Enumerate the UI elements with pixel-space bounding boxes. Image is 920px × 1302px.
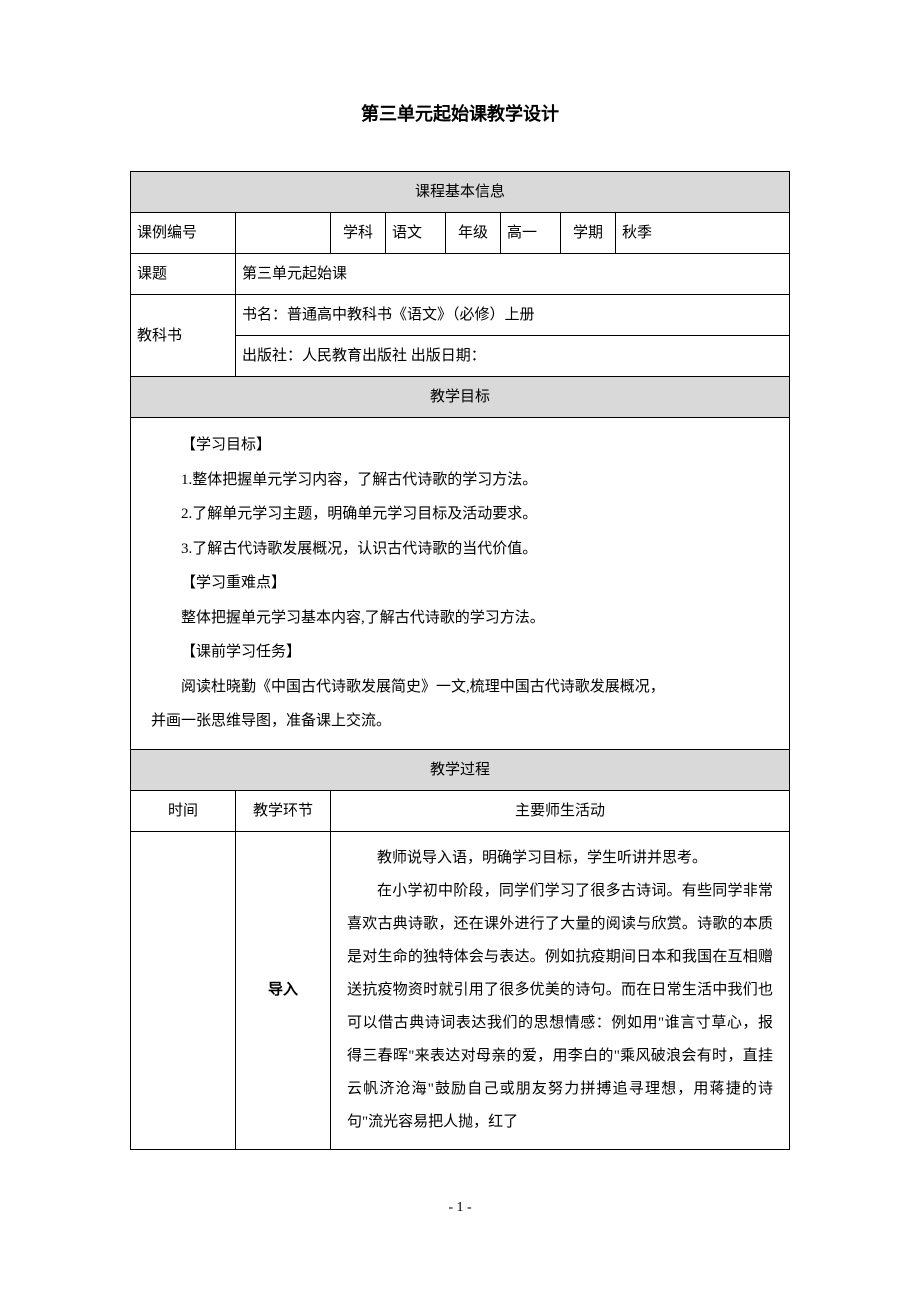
term-value: 秋季 [616,213,790,254]
info-row-2: 课题 第三单元起始课 [131,254,790,295]
goals-g1: 1.整体把握单元学习内容，了解古代诗歌的学习方法。 [151,463,769,498]
info-row-3a: 教科书 书名：普通高中教科书《语文》（必修）上册 [131,295,790,336]
lesson-id-label: 课例编号 [131,213,236,254]
topic-label: 课题 [131,254,236,295]
process-header: 教学过程 [131,749,790,790]
page-title: 第三单元起始课教学设计 [130,100,790,126]
goals-h2: 【学习重难点】 [151,566,769,601]
process-col-time: 时间 [131,790,236,831]
goals-h1: 【学习目标】 [151,428,769,463]
grade-value: 高一 [501,213,561,254]
info-row-1: 课例编号 学科 语文 年级 高一 学期 秋季 [131,213,790,254]
textbook-label: 教科书 [131,295,236,377]
process-col-activity: 主要师生活动 [331,790,790,831]
page-footer: - 1 - [130,1200,790,1216]
process-activity-1: 教师说导入语，明确学习目标，学生听讲并思考。 在小学初中阶段，同学们学习了很多古… [331,831,790,1149]
goals-body: 【学习目标】 1.整体把握单元学习内容，了解古代诗歌的学习方法。 2.了解单元学… [131,418,790,750]
goals-t2: 并画一张思维导图，准备课上交流。 [151,704,769,739]
goals-g3: 3.了解古代诗歌发展概况，认识古代诗歌的当代价值。 [151,532,769,567]
goals-h3: 【课前学习任务】 [151,635,769,670]
lesson-id-value [236,213,331,254]
process-cols: 时间 教学环节 主要师生活动 [131,790,790,831]
basic-info-header: 课程基本信息 [131,172,790,213]
goals-d1: 整体把握单元学习基本内容,了解古代诗歌的学习方法。 [151,601,769,636]
subject-label: 学科 [331,213,386,254]
goals-header: 教学目标 [131,377,790,418]
process-p2: 在小学初中阶段，同学们学习了很多古诗词。有些同学非常喜欢古典诗歌，还在课外进行了… [347,875,773,1139]
process-time-1 [131,831,236,1149]
goals-g2: 2.了解单元学习主题，明确单元学习目标及活动要求。 [151,497,769,532]
process-col-stage: 教学环节 [236,790,331,831]
topic-value: 第三单元起始课 [236,254,790,295]
process-stage-1: 导入 [236,831,331,1149]
grade-label: 年级 [446,213,501,254]
term-label: 学期 [561,213,616,254]
process-p1: 教师说导入语，明确学习目标，学生听讲并思考。 [347,842,773,875]
subject-value: 语文 [386,213,446,254]
textbook-line1: 书名：普通高中教科书《语文》（必修）上册 [236,295,790,336]
lesson-table: 课程基本信息 课例编号 学科 语文 年级 高一 学期 秋季 课题 第三单元起始课… [130,171,790,1150]
process-row-1: 导入 教师说导入语，明确学习目标，学生听讲并思考。 在小学初中阶段，同学们学习了… [131,831,790,1149]
textbook-line2: 出版社：人民教育出版社 出版日期： [236,336,790,377]
goals-t1: 阅读杜晓勤《中国古代诗歌发展简史》一文,梳理中国古代诗歌发展概况， [151,670,769,705]
